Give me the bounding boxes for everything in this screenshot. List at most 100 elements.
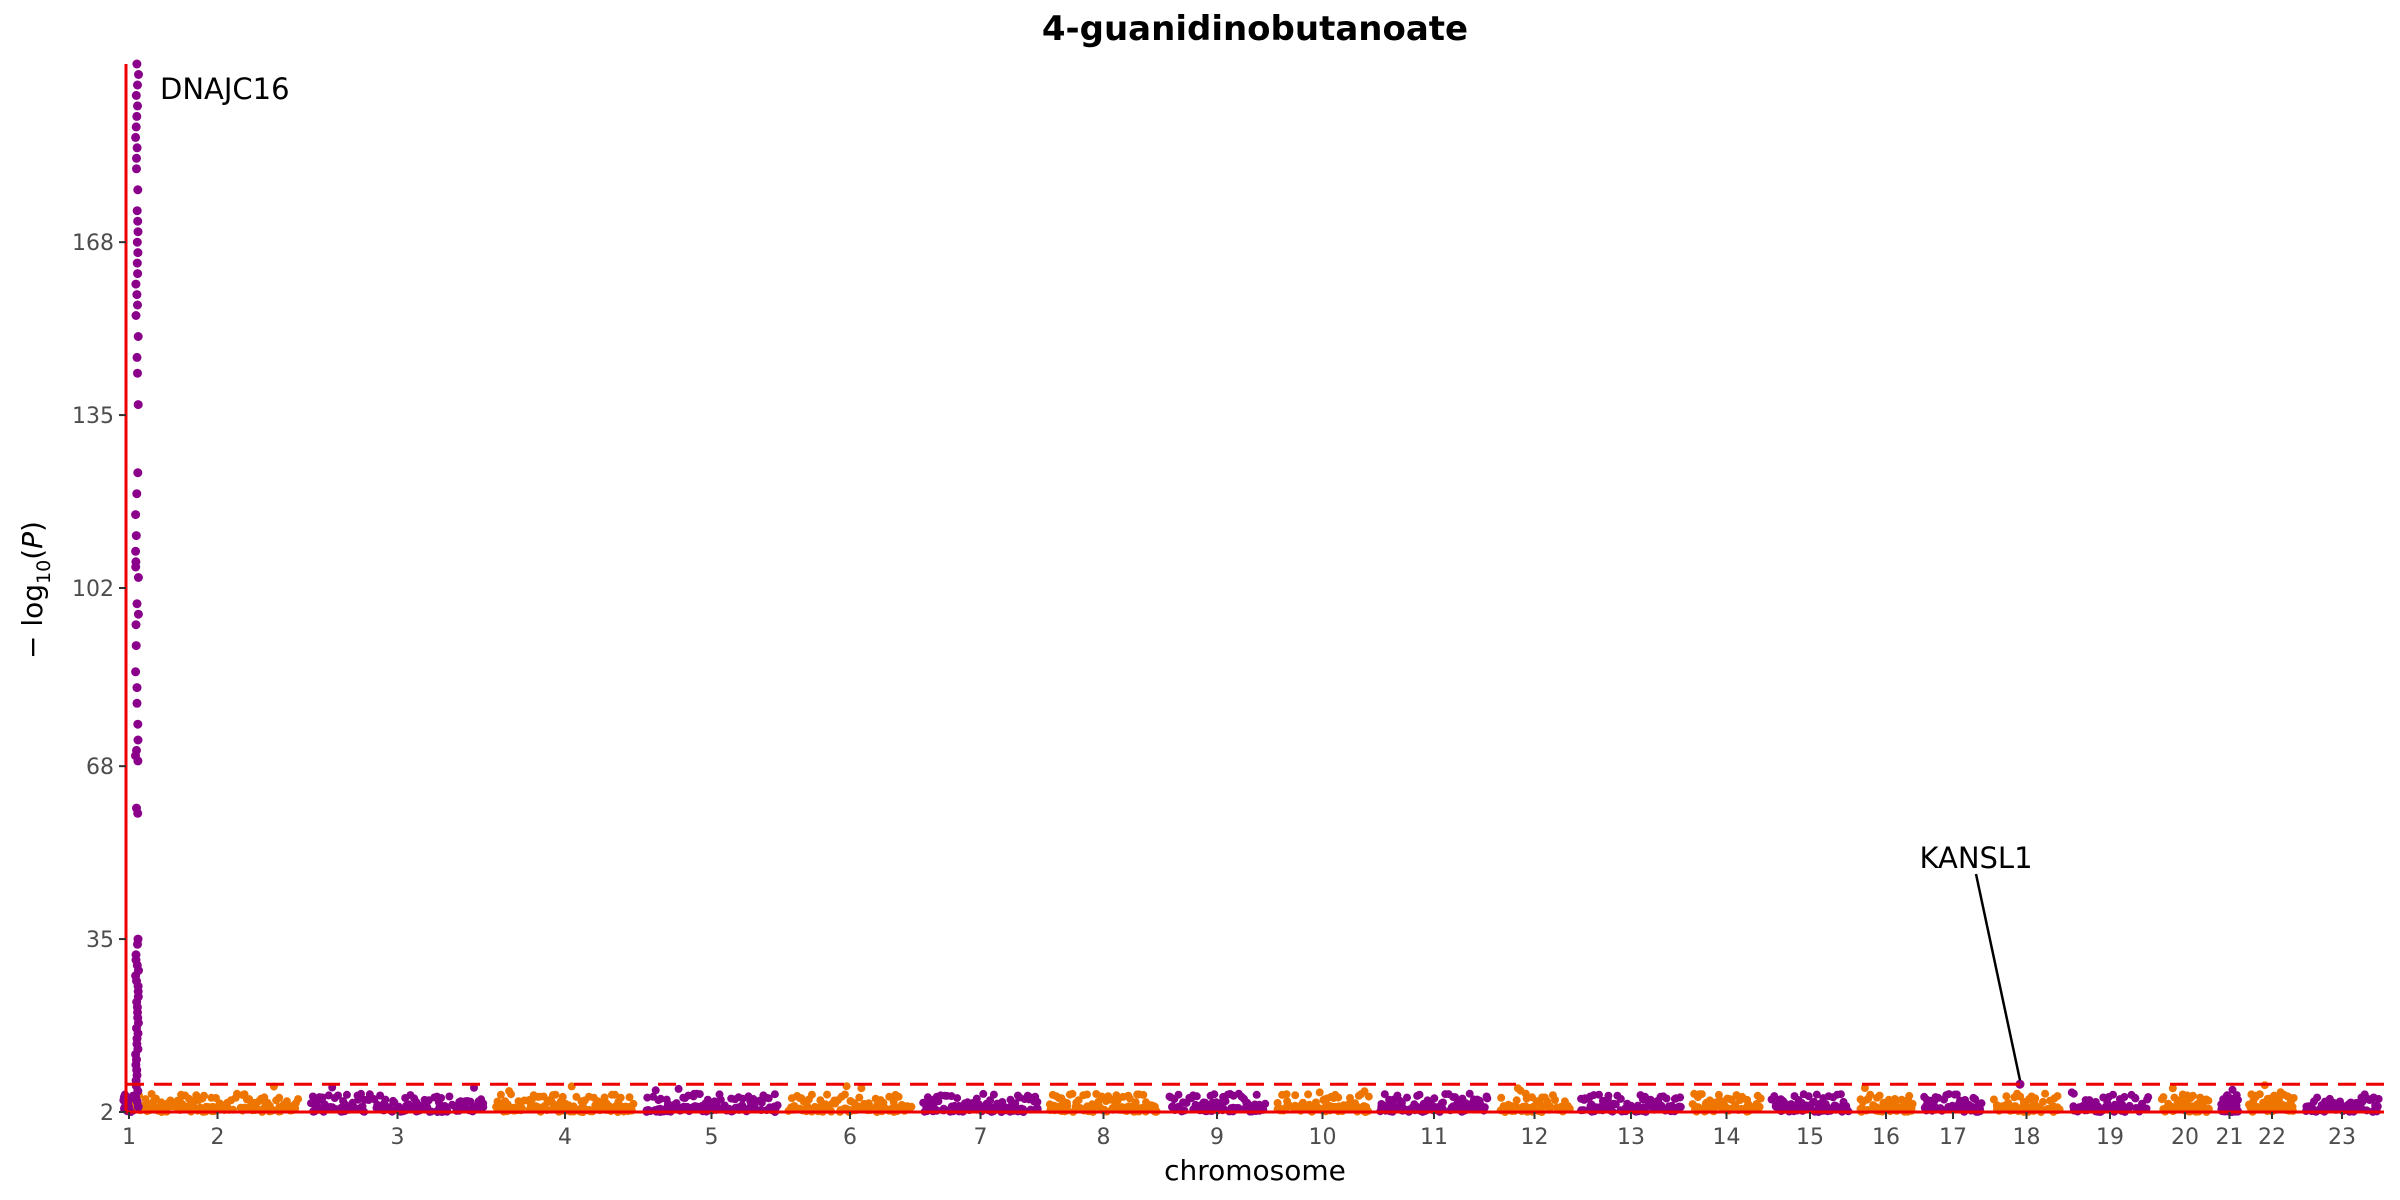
snp-point [2002,1092,2011,1101]
snp-point [2204,1096,2213,1105]
chromosome-17-points [1920,1090,1986,1116]
snp-point [1465,1089,1474,1098]
peak-point [131,667,141,677]
chromosome-7-points [919,1089,1042,1116]
snp-point [461,1103,470,1112]
peak-point [132,206,142,216]
snp-point [1291,1091,1300,1100]
snp-point [674,1084,683,1093]
peak-chr1-points [131,59,143,1112]
peak-point [133,227,143,237]
snp-point [1258,1103,1267,1112]
snp-point [2031,1094,2040,1103]
snp-point [275,1093,284,1102]
chromosome-6-points [784,1082,916,1116]
snp-point [2283,1103,2292,1112]
x-tick-label: 9 [1210,1125,1224,1150]
snp-point [291,1104,300,1113]
snp-point [1676,1102,1685,1111]
x-tick-label: 18 [2013,1125,2041,1150]
snp-point [1952,1090,1961,1099]
snp-point [1252,1090,1261,1099]
snp-point [1662,1094,1671,1103]
peak-point [133,468,143,478]
peak-point [131,122,141,132]
snp-point [183,1104,192,1113]
snp-point [435,1103,444,1112]
peak-point [132,599,142,609]
snp-point [1812,1090,1821,1099]
snp-point [502,1102,511,1111]
x-tick-label: 17 [1939,1125,1967,1150]
snp-point [2125,1103,2134,1112]
peak-point [134,70,143,79]
snp-point [1499,1102,1508,1111]
snp-point [2289,1094,2298,1102]
snp-point [2255,1090,2264,1099]
snp-point [1752,1102,1761,1111]
snp-point [1139,1090,1148,1099]
peak-point [133,185,143,195]
peak-point [133,248,143,258]
peak-point [132,290,142,300]
snp-point [625,1093,634,1102]
y-tick-label: 35 [86,928,114,953]
snp-point [899,1102,908,1111]
snp-point [494,1104,503,1113]
x-tick-label: 5 [705,1125,719,1150]
x-tick-label: 15 [1796,1125,1824,1150]
snp-point [324,1091,333,1100]
x-tick-label: 1 [122,1125,136,1150]
snp-point [889,1097,898,1106]
peak-point [133,332,143,341]
x-tick-label: 3 [391,1125,405,1150]
snp-point [1604,1102,1613,1111]
peak-point [132,164,141,174]
snp-point [534,1103,543,1112]
snp-point [764,1094,773,1103]
y-tick-label: 135 [72,404,114,429]
snp-point [1804,1092,1813,1101]
snp-point [960,1104,969,1113]
snp-point [1604,1091,1613,1100]
snp-point [2159,1093,2168,1102]
peak-point [133,939,142,949]
peak-point [131,546,141,556]
snp-point [2234,1095,2242,1104]
x-tick-label: 19 [2096,1125,2124,1150]
snp-point [1697,1090,1706,1099]
snp-point [1537,1102,1546,1111]
snp-point [1474,1102,1483,1111]
snp-point [294,1095,303,1104]
snp-point [894,1092,903,1101]
snp-point [1676,1093,1685,1102]
snp-point [2026,1103,2035,1112]
snp-point [2053,1092,2062,1101]
snp-point [1447,1103,1456,1112]
snp-point [591,1103,600,1112]
peak-point [133,756,143,766]
snp-point [1616,1094,1625,1103]
peak-point [132,153,141,163]
snp-point [1296,1102,1304,1111]
peak-point [133,300,142,310]
snp-point [1595,1090,1603,1099]
snp-point [240,1103,249,1112]
peak-point [131,279,141,289]
peak-point [132,258,142,268]
snp-point [381,1095,390,1104]
peak-point [131,641,141,651]
snp-point [2069,1089,2078,1098]
snp-point [507,1090,515,1099]
snp-point [283,1103,292,1112]
x-tick-label: 8 [1097,1125,1111,1150]
peak-point [133,216,143,226]
snp-point [840,1090,849,1099]
snp-point [1875,1091,1884,1100]
snp-point [1218,1103,1227,1112]
peak-point [133,368,142,378]
snp-point [2163,1103,2172,1112]
snp-point [1192,1092,1201,1101]
snp-point [716,1095,725,1104]
snp-point [703,1095,712,1104]
